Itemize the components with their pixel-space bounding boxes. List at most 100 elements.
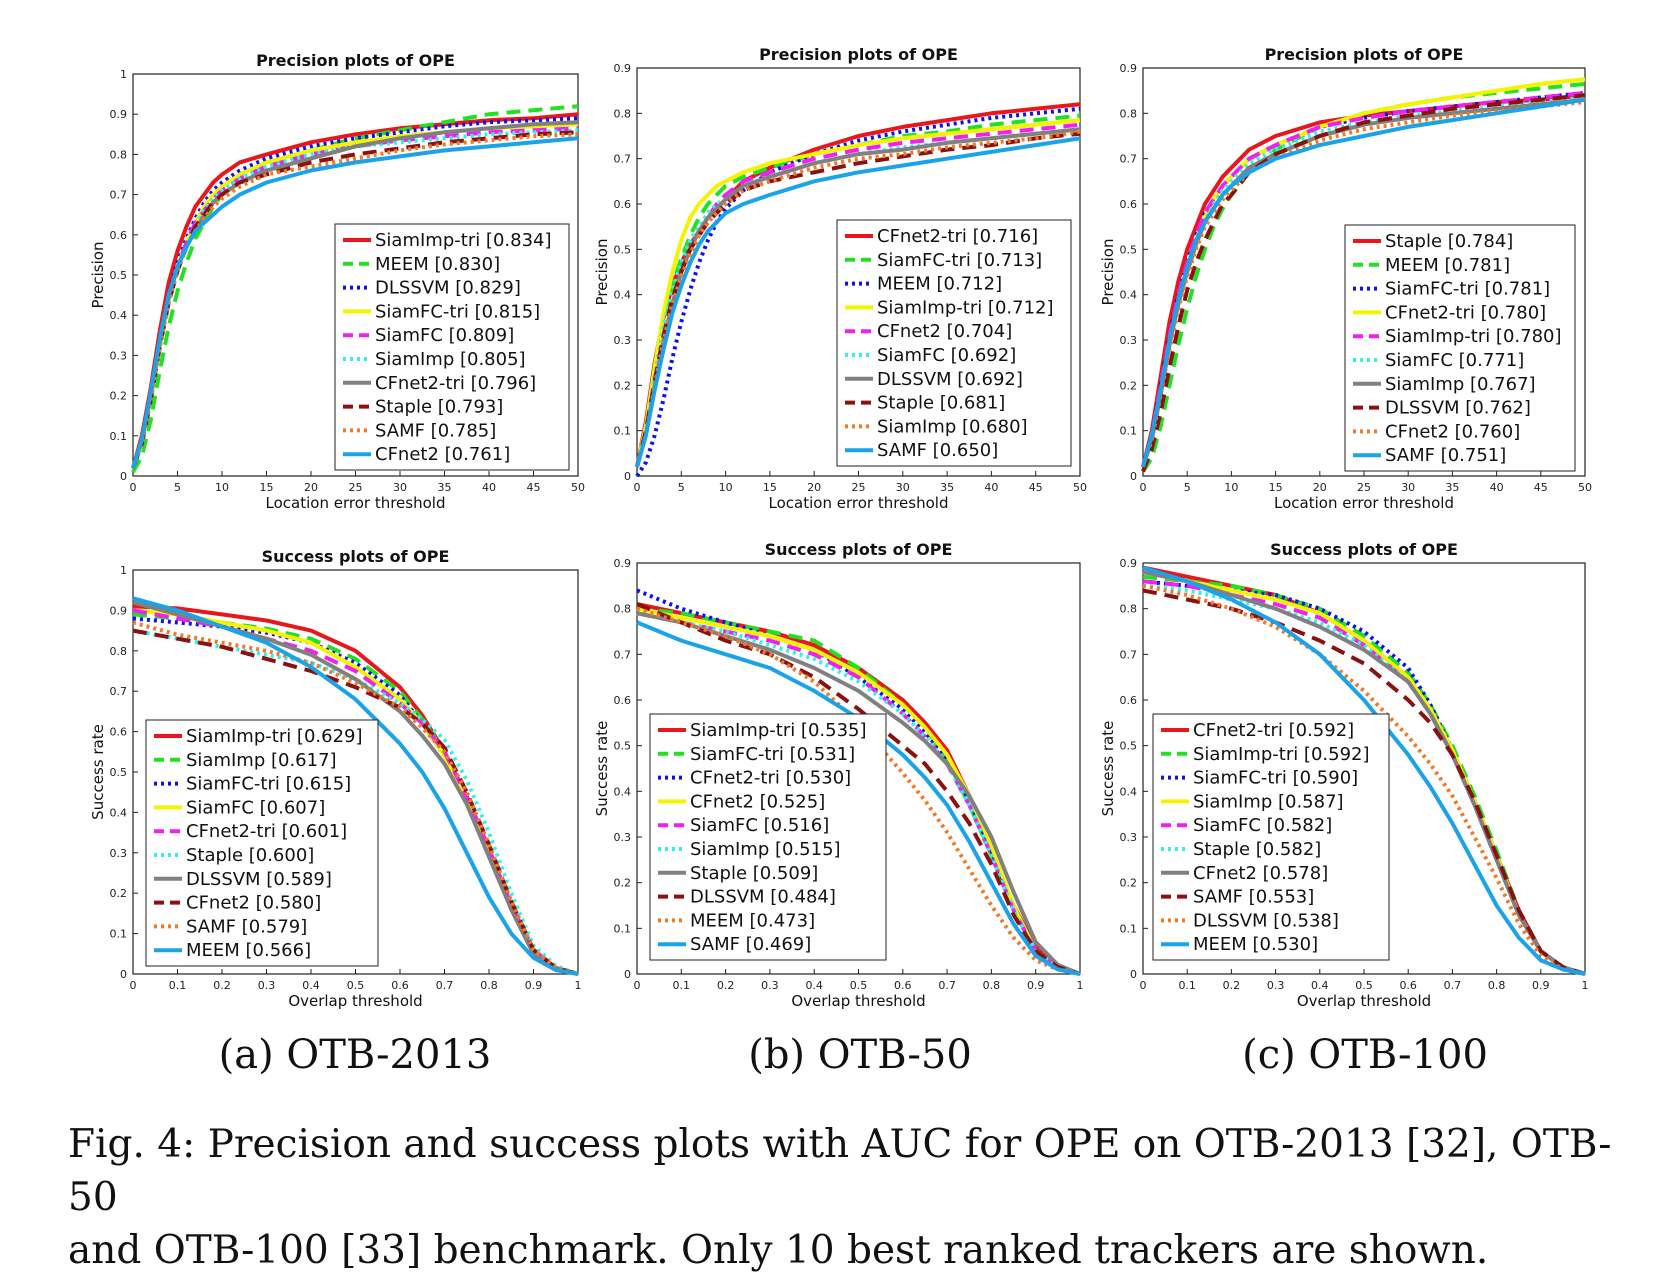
series-line <box>636 606 1081 976</box>
y-tick-label: 0.1 <box>614 922 632 935</box>
legend-entry: CFnet2-tri [0.592] <box>1193 720 1354 741</box>
x-tick-label: 0.3 <box>258 979 276 992</box>
figure: Precision plots of OPE 0 5 10 15 20 25 30 35 40 45… <box>68 45 1611 1273</box>
series-line <box>131 116 579 469</box>
y-tick-label: 0.5 <box>614 243 632 256</box>
legend-entry: Staple [0.509] <box>690 863 818 884</box>
legend-entry: SiamFC [0.692] <box>877 345 1016 366</box>
x-tick-label: 15 <box>1269 481 1283 494</box>
legend-entry: SAMF [0.469] <box>690 934 811 955</box>
chart-title: Precision plots of OPE <box>759 45 958 64</box>
legend-entry: SiamImp-tri [0.629] <box>186 726 363 747</box>
y-tick-label: 0.3 <box>110 349 128 362</box>
legend-entry: SAMF [0.553] <box>1193 887 1314 908</box>
legend-entry: CFnet2 [0.525] <box>690 791 825 812</box>
legend-entry: SAMF [0.751] <box>1385 445 1506 466</box>
y-tick-label: 0.4 <box>110 806 128 819</box>
y-tick-label: 0.3 <box>110 847 128 860</box>
legend-entry: CFnet2-tri [0.530] <box>690 768 851 789</box>
chart-title: Success plots of OPE <box>262 547 450 566</box>
chart-panel-2: Precision plots of OPE 0 5 10 15 20 25 30 35 40 45… <box>593 45 1087 512</box>
x-tick-label: 50 <box>1578 481 1592 494</box>
legend-entry: DLSSVM [0.829] <box>375 278 521 299</box>
series-line <box>131 128 579 469</box>
x-axis-label: Overlap threshold <box>288 992 422 1010</box>
x-tick-label: 5 <box>174 481 181 494</box>
y-tick-label: 0.1 <box>1120 922 1138 935</box>
legend-entry: SiamImp [0.515] <box>690 839 841 860</box>
x-tick-label: 0.6 <box>894 979 912 992</box>
x-tick-label: 40 <box>984 481 998 494</box>
legend-entry: SiamFC [0.771] <box>1385 350 1524 371</box>
x-tick-label: 0 <box>130 481 137 494</box>
x-tick-label: 50 <box>1073 481 1087 494</box>
x-tick-label: 0.7 <box>1444 979 1462 992</box>
legend-entry: MEEM [0.830] <box>375 254 500 275</box>
legend-entry: Staple [0.600] <box>186 845 314 866</box>
legend-entry: CFnet2-tri [0.716] <box>877 226 1038 247</box>
y-tick-label: 0.8 <box>110 645 128 658</box>
x-tick-label: 0.4 <box>302 979 320 992</box>
legend-entry: DLSSVM [0.692] <box>877 369 1023 390</box>
x-tick-label: 30 <box>393 481 407 494</box>
series-line <box>636 611 1081 976</box>
y-tick-label: 1 <box>120 68 127 81</box>
legend-entry: DLSSVM [0.589] <box>186 869 332 890</box>
y-tick-label: 0.1 <box>614 425 632 438</box>
y-tick-label: 0.5 <box>614 740 632 753</box>
legend-entry: SiamImp-tri [0.535] <box>690 720 867 741</box>
x-tick-label: 0.3 <box>761 979 779 992</box>
series-line <box>635 136 1081 468</box>
x-tick-label: 1 <box>1582 979 1589 992</box>
x-tick-label: 50 <box>571 481 585 494</box>
y-tick-label: 0.7 <box>1120 648 1138 661</box>
y-axis-label: Precision <box>593 239 611 306</box>
x-tick-label: 0.2 <box>213 979 231 992</box>
y-tick-label: 0.6 <box>1120 198 1138 211</box>
y-tick-label: 0.3 <box>614 334 632 347</box>
x-tick-label: 15 <box>260 481 274 494</box>
y-axis-label: Success rate <box>593 721 611 817</box>
legend-entry: SiamImp [0.587] <box>1193 791 1344 812</box>
series-line <box>1142 579 1586 976</box>
y-tick-label: 0.1 <box>110 928 128 941</box>
series-line <box>1141 97 1586 468</box>
x-tick-label: 0.1 <box>673 979 691 992</box>
x-tick-label: 20 <box>1313 481 1327 494</box>
y-tick-label: 0 <box>120 968 127 981</box>
x-tick-label: 5 <box>1184 481 1191 494</box>
x-axis-label: Overlap threshold <box>791 992 925 1010</box>
x-tick-label: 0 <box>634 979 641 992</box>
y-tick-label: 0.9 <box>110 604 128 617</box>
x-axis-label: Location error threshold <box>769 494 949 512</box>
y-tick-label: 0.5 <box>1120 243 1138 256</box>
caption-line-2: and OTB-100 [33] benchmark. Only 10 best… <box>68 1228 1489 1273</box>
x-tick-label: 10 <box>215 481 229 494</box>
series-line <box>132 620 579 976</box>
x-axis-label: Location error threshold <box>1274 494 1454 512</box>
y-tick-label: 0.5 <box>110 269 128 282</box>
y-tick-label: 0.3 <box>1120 831 1138 844</box>
x-tick-label: 0.5 <box>1355 979 1373 992</box>
y-tick-label: 0.6 <box>110 726 128 739</box>
y-tick-label: 0.4 <box>614 785 632 798</box>
legend-entry: SiamImp [0.805] <box>375 349 526 370</box>
x-tick-label: 0.6 <box>391 979 409 992</box>
y-tick-label: 0 <box>120 470 127 483</box>
y-tick-label: 0.9 <box>1120 557 1138 570</box>
y-tick-label: 0.6 <box>1120 694 1138 707</box>
legend-entry: SiamImp-tri [0.712] <box>877 297 1054 318</box>
y-tick-label: 0 <box>1130 470 1137 483</box>
series-line <box>131 136 579 469</box>
chart-panel-6: Success plots of OPE 0 0.1 0.2 0.3 0.4 0.5 0.6 0… <box>1099 540 1589 1010</box>
series-line <box>635 113 1081 468</box>
legend-entry: SiamImp-tri [0.834] <box>375 230 552 251</box>
y-tick-label: 0.4 <box>1120 289 1138 302</box>
chart-title: Precision plots of OPE <box>256 51 455 70</box>
y-tick-label: 0.5 <box>110 766 128 779</box>
legend-entry: SiamFC-tri [0.615] <box>186 774 351 795</box>
x-tick-label: 0.7 <box>938 979 956 992</box>
y-tick-label: 0.7 <box>614 153 632 166</box>
chart-panel-5: Success plots of OPE 0 0.1 0.2 0.3 0.4 0.5 0.6 0… <box>593 540 1084 1010</box>
x-tick-label: 5 <box>678 481 685 494</box>
